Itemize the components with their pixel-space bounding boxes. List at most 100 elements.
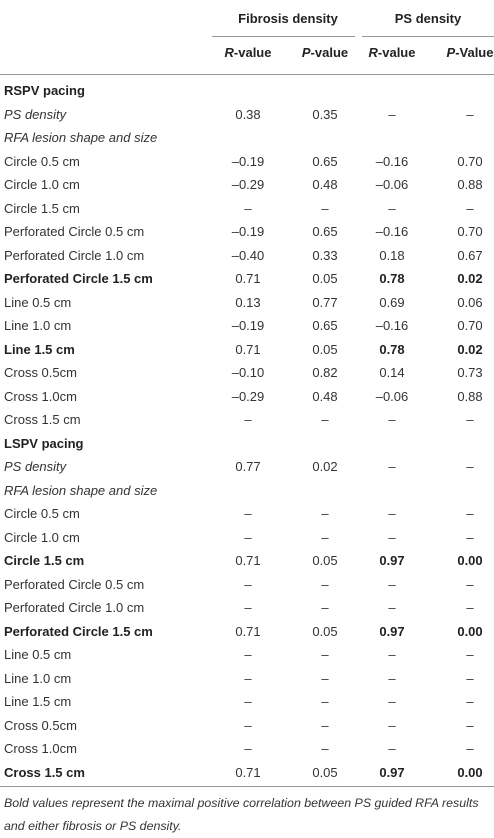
cell: 0.82 xyxy=(312,365,338,380)
cell: 0.73 xyxy=(457,365,483,380)
row-label: RFA lesion shape and size xyxy=(4,130,158,145)
subheader-text: -Value xyxy=(455,45,494,60)
cell: – xyxy=(321,576,329,592)
row-label: LSPV pacing xyxy=(4,435,84,451)
cell: 0.77 xyxy=(235,459,261,474)
footnote: Bold values represent the maximal positi… xyxy=(4,796,479,833)
cell: – xyxy=(388,694,396,709)
cell: – xyxy=(466,506,474,521)
cell: –0.06 xyxy=(375,177,409,192)
cell: – xyxy=(244,200,252,216)
cell: –0.19 xyxy=(231,153,265,169)
cell: – xyxy=(388,106,396,122)
cell: – xyxy=(244,506,252,521)
cell: – xyxy=(388,200,396,216)
cell: 0.97 xyxy=(379,764,405,780)
cell: –0.16 xyxy=(375,318,409,333)
cell: 0.88 xyxy=(457,388,483,404)
cell: 0.65 xyxy=(312,153,338,169)
cell: – xyxy=(466,106,474,122)
subheader-italic: R xyxy=(368,45,378,60)
cell: – xyxy=(388,506,396,521)
row-label: Cross 1.0cm xyxy=(4,741,77,756)
cell: – xyxy=(466,647,474,662)
cell: – xyxy=(466,200,474,216)
row-label: Circle 1.0 cm xyxy=(4,177,80,192)
row-label: Perforated Circle 0.5 cm xyxy=(4,224,145,239)
cell: – xyxy=(244,576,252,592)
cell: 0.77 xyxy=(312,294,338,310)
cell: 0.65 xyxy=(312,318,338,333)
cell: 0.70 xyxy=(457,318,483,333)
cell: 0.05 xyxy=(312,341,338,357)
row-label: Line 0.5 cm xyxy=(4,294,72,310)
row-label: Line 1.5 cm xyxy=(4,694,72,709)
cell: –0.19 xyxy=(231,318,265,333)
cell: –0.16 xyxy=(375,224,409,239)
cell: – xyxy=(466,459,474,474)
cell: – xyxy=(466,600,474,615)
row-label: RSPV pacing xyxy=(4,83,85,98)
cell: 0.00 xyxy=(457,553,483,568)
cell: – xyxy=(388,600,396,615)
cell: – xyxy=(388,529,396,545)
cell: 0.35 xyxy=(312,106,338,122)
row-label: Line 0.5 cm xyxy=(4,647,72,662)
row-label: Cross 1.5 cm xyxy=(4,412,81,427)
cell: – xyxy=(321,717,329,733)
row-label: Cross 0.5cm xyxy=(4,717,77,733)
group-header: PS density xyxy=(394,11,462,26)
cell: – xyxy=(466,529,474,545)
cell: 0.97 xyxy=(379,623,405,639)
cell: – xyxy=(466,412,474,427)
cell: – xyxy=(321,670,329,686)
row-label: Line 1.5 cm xyxy=(4,341,75,357)
cell: – xyxy=(244,694,252,709)
row-label: Circle 0.5 cm xyxy=(4,506,80,521)
cell: 0.33 xyxy=(312,247,338,263)
row-label: Perforated Circle 1.0 cm xyxy=(4,600,145,615)
cell: – xyxy=(244,670,252,686)
cell: 0.70 xyxy=(457,153,483,169)
cell: – xyxy=(388,717,396,733)
cell: 0.88 xyxy=(457,177,483,192)
cell: 0.78 xyxy=(379,341,405,357)
subheader: R-value xyxy=(225,45,272,61)
row-label: Line 1.0 cm xyxy=(4,318,72,333)
cell: – xyxy=(321,647,329,662)
cell: – xyxy=(244,412,252,427)
cell: –0.40 xyxy=(231,247,265,263)
cell: 0.02 xyxy=(457,341,483,357)
cell: 0.38 xyxy=(235,106,261,122)
cell: 0.69 xyxy=(379,294,405,310)
cell: 0.00 xyxy=(457,764,483,780)
cell: 0.05 xyxy=(312,553,338,568)
row-label: Circle 0.5 cm xyxy=(4,153,80,169)
cell: – xyxy=(321,741,329,756)
row-label: Perforated Circle 1.5 cm xyxy=(4,623,153,639)
cell: 0.05 xyxy=(312,271,338,286)
group-rule xyxy=(212,36,355,37)
row-label: Cross 0.5cm xyxy=(4,365,77,380)
subheader-italic: R xyxy=(224,45,234,60)
cell: – xyxy=(244,741,252,756)
row-label: RFA lesion shape and size xyxy=(4,482,158,498)
row-label: Perforated Circle 1.5 cm xyxy=(4,271,153,286)
cell: – xyxy=(244,647,252,662)
cell: – xyxy=(244,529,252,545)
cell: – xyxy=(466,576,474,592)
cell: 0.97 xyxy=(379,553,405,568)
cell: – xyxy=(321,529,329,545)
cell: 0.78 xyxy=(379,271,405,286)
cell: 0.14 xyxy=(379,365,405,380)
subheader-text: -value xyxy=(310,45,349,60)
cell: 0.06 xyxy=(457,294,483,310)
subheader-italic: P xyxy=(446,45,456,60)
row-label: Circle 1.5 cm xyxy=(4,553,85,568)
cell: – xyxy=(321,200,329,216)
cell: 0.48 xyxy=(312,388,338,404)
cell: 0.71 xyxy=(235,341,261,357)
cell: – xyxy=(388,741,396,756)
cell: – xyxy=(388,670,396,686)
